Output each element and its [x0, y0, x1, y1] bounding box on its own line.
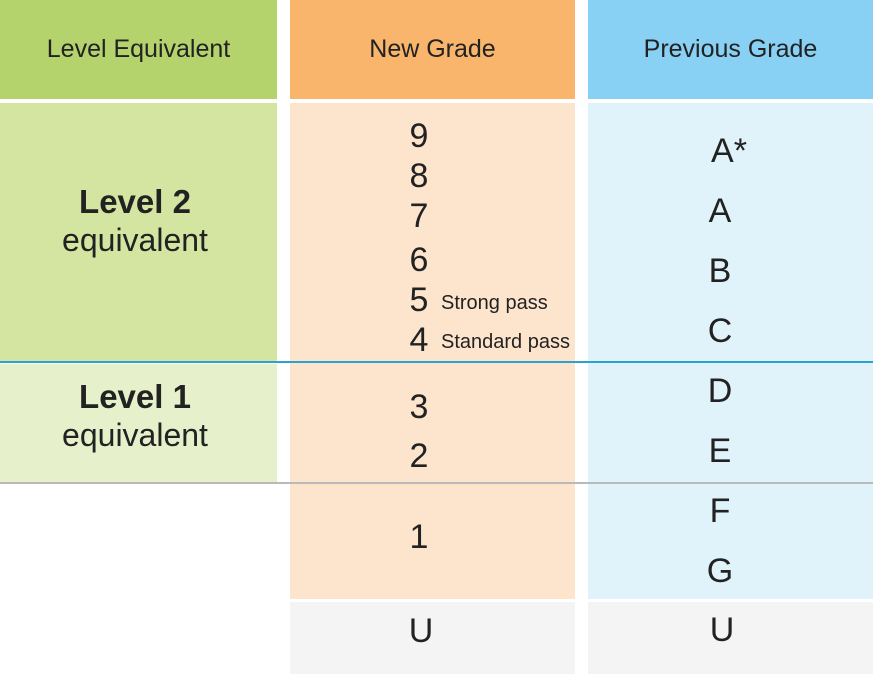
previous-grade-g: G — [706, 552, 734, 590]
new-grade-5: 5 — [409, 281, 429, 319]
new-grade-band — [290, 103, 575, 599]
new-grade-8: 8 — [409, 157, 429, 195]
previous-grade-u-band — [588, 602, 873, 674]
previous-grade-a: A — [708, 192, 732, 230]
header-level-equivalent-label: Level Equivalent — [46, 35, 231, 63]
previous-grade-band — [588, 103, 873, 599]
previous-grade-e: E — [708, 432, 732, 470]
new-grade-7: 7 — [409, 197, 429, 235]
header-previous-grade: Previous Grade — [588, 0, 873, 99]
new-grade-9: 9 — [409, 117, 429, 155]
previous-grade-b: B — [708, 252, 732, 290]
previous-grade-c: C — [707, 312, 733, 350]
new-grade-u: U — [408, 612, 434, 650]
level1-divider-line — [0, 482, 873, 484]
level2-band — [0, 103, 277, 361]
new-grade-2: 2 — [409, 437, 429, 475]
level2-divider-line — [0, 361, 873, 363]
level2-subtitle: equivalent — [62, 222, 208, 258]
previous-grade-a-star: A* — [711, 132, 747, 170]
previous-grade-d: D — [707, 372, 733, 410]
header-new-grade: New Grade — [290, 0, 575, 99]
level1-band — [0, 364, 277, 482]
level1-subtitle: equivalent — [62, 417, 208, 453]
previous-grade-u: U — [709, 611, 735, 649]
header-new-grade-label: New Grade — [369, 35, 496, 63]
new-grade-6: 6 — [409, 241, 429, 279]
header-level-equivalent: Level Equivalent — [0, 0, 277, 99]
new-grade-1: 1 — [409, 518, 429, 556]
level1-title: Level 1 — [79, 378, 191, 415]
previous-grade-f: F — [709, 492, 731, 530]
level1-label: Level 1 equivalent — [0, 378, 270, 454]
standard-pass-note: Standard pass — [441, 331, 570, 353]
header-previous-grade-label: Previous Grade — [643, 35, 818, 63]
level2-title: Level 2 — [79, 183, 191, 220]
new-grade-3: 3 — [409, 388, 429, 426]
level2-label: Level 2 equivalent — [0, 183, 270, 259]
new-grade-u-band — [290, 602, 575, 674]
new-grade-4: 4 — [409, 321, 429, 359]
strong-pass-note: Strong pass — [441, 292, 548, 314]
